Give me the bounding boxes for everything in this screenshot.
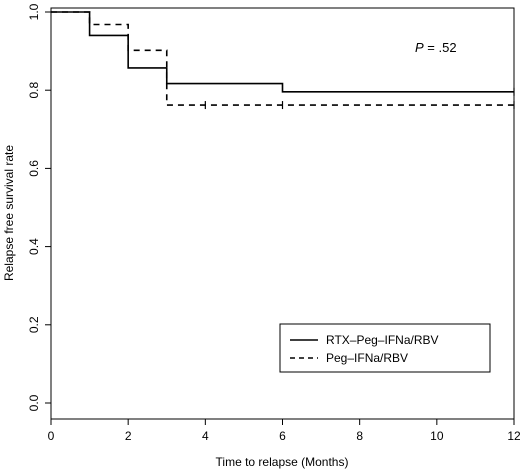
- y-axis: 0.0 0.2 0.4 0.6 0.8 1.0: [27, 3, 51, 411]
- x-tick-label-5: 10: [430, 429, 444, 443]
- legend: RTX–Peg–IFNa/RBV Peg–IFNa/RBV: [279, 323, 491, 373]
- y-tick-label-0: 0.0: [27, 394, 41, 411]
- series-layer: [51, 11, 515, 110]
- y-tick-label-4: 0.8: [27, 82, 41, 99]
- x-tick-label-1: 2: [125, 429, 132, 443]
- y-axis-label: Relapse free survival rate: [2, 145, 16, 281]
- x-axis: 0 2 4 6 8 10 12: [48, 419, 520, 443]
- y-tick-label-3: 0.6: [27, 160, 41, 177]
- legend-label-peg: Peg–IFNa/RBV: [326, 351, 408, 365]
- y-tick-label-1: 0.2: [27, 316, 41, 333]
- p-value-annotation: P = .52: [415, 40, 457, 55]
- x-tick-label-4: 8: [356, 429, 363, 443]
- x-tick-label-3: 6: [279, 429, 286, 443]
- y-tick-label-5: 1.0: [27, 3, 41, 20]
- x-tick-label-2: 4: [202, 429, 209, 443]
- x-tick-label-6: 12: [507, 429, 520, 443]
- x-axis-label: Time to relapse (Months): [216, 455, 349, 469]
- x-tick-label-0: 0: [48, 429, 55, 443]
- legend-box: [279, 323, 491, 373]
- legend-label-rtx: RTX–Peg–IFNa/RBV: [326, 333, 439, 347]
- series-line-1: [51, 11, 514, 106]
- p-value-prefix: P: [415, 40, 424, 55]
- p-value-number: = .52: [424, 40, 457, 55]
- y-tick-label-2: 0.4: [27, 238, 41, 255]
- series-line-0: [51, 11, 514, 93]
